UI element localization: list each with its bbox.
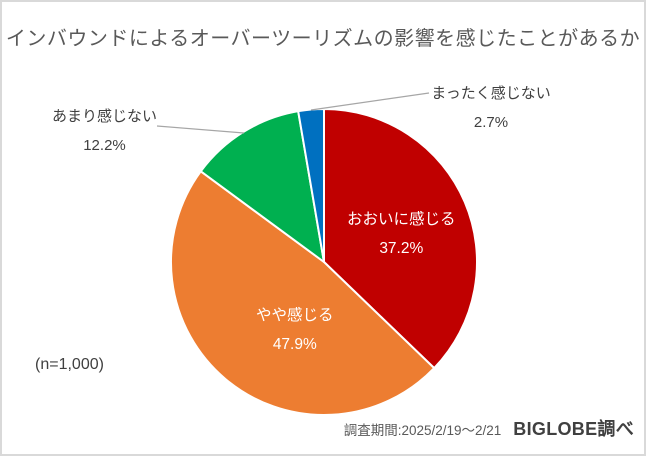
sample-size-note: (n=1,000) <box>35 356 104 373</box>
slice-percent: 12.2% <box>83 137 126 154</box>
inside-slice-label: やや感じる <box>256 306 334 324</box>
source-credit: BIGLOBE調べ <box>513 419 634 439</box>
callout-not-much: あまり感じない 12.2% <box>27 105 182 154</box>
survey-period: 調査期間:2025/2/19〜2/21 <box>343 423 502 438</box>
slice-label: あまり感じない <box>51 108 157 125</box>
leader-line-1 <box>310 92 430 111</box>
inside-slice-label: おおいに感じる <box>347 210 456 228</box>
leader-line-0 <box>156 125 245 134</box>
slice-percent: 2.7% <box>473 114 509 131</box>
slice-label: まったく感じない <box>431 85 551 102</box>
inside-slice-percent: 37.2% <box>379 240 423 257</box>
inside-slice-percent: 47.9% <box>273 336 317 353</box>
pie-slice-2 <box>199 110 325 263</box>
pie-slice-0 <box>323 108 478 370</box>
callout-not-at-all: まったく感じない 2.7% <box>425 82 557 131</box>
chart-title: インバウンドによるオーバーツーリズムの影響を感じたことがあるか <box>5 28 641 50</box>
footer: 調査期間:2025/2/19〜2/21 BIGLOBE調べ <box>344 415 634 441</box>
pie-slice-1 <box>170 170 436 417</box>
